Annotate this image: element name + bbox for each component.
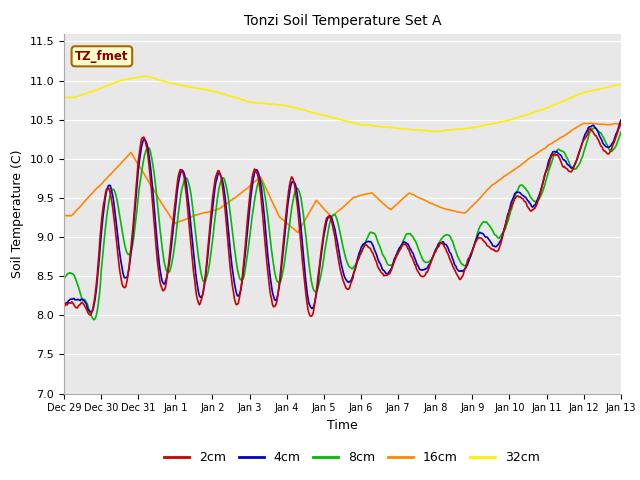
Text: TZ_fmet: TZ_fmet xyxy=(75,50,129,63)
Y-axis label: Soil Temperature (C): Soil Temperature (C) xyxy=(11,149,24,278)
X-axis label: Time: Time xyxy=(327,419,358,432)
Title: Tonzi Soil Temperature Set A: Tonzi Soil Temperature Set A xyxy=(244,14,441,28)
Legend: 2cm, 4cm, 8cm, 16cm, 32cm: 2cm, 4cm, 8cm, 16cm, 32cm xyxy=(159,446,545,469)
